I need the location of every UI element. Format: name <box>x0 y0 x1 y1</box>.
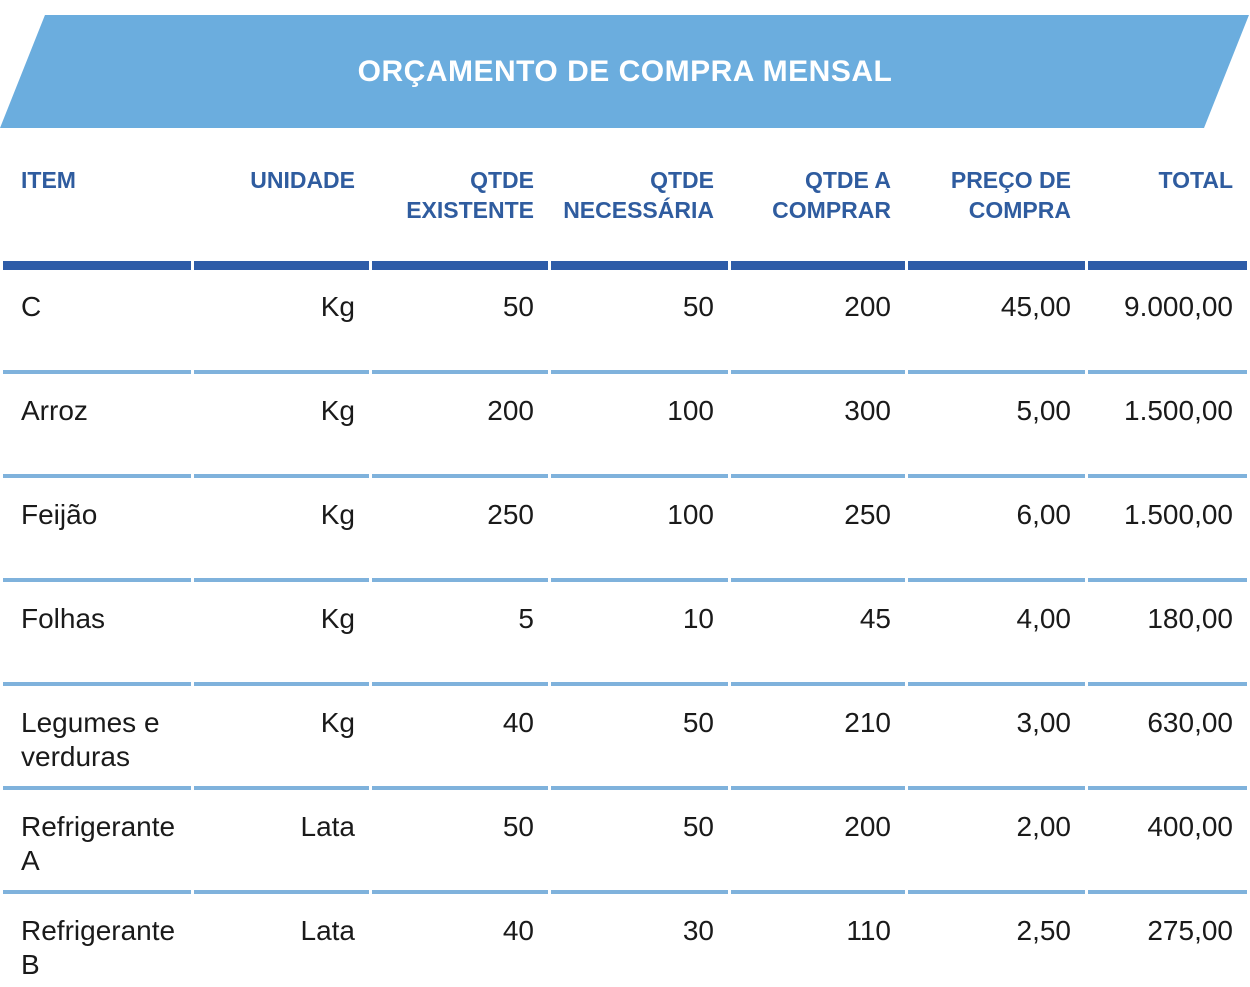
cell-qtde-existente: 50 <box>372 790 548 894</box>
table-row: Folhas Kg 5 10 45 4,00 180,00 <box>3 582 1247 686</box>
column-header-qtde-existente: QTDE EXISTENTE <box>372 128 548 270</box>
table-row: Refrigerante B Lata 40 30 110 2,50 275,00 <box>3 894 1247 987</box>
cell-unidade: Lata <box>194 790 369 894</box>
cell-preco-de-compra: 6,00 <box>908 478 1085 582</box>
cell-total: 630,00 <box>1088 686 1247 790</box>
cell-qtde-a-comprar: 300 <box>731 374 905 478</box>
cell-qtde-a-comprar: 200 <box>731 790 905 894</box>
cell-qtde-existente: 200 <box>372 374 548 478</box>
cell-unidade: Kg <box>194 582 369 686</box>
cell-item: Refrigerante B <box>3 894 191 987</box>
cell-qtde-a-comprar: 200 <box>731 270 905 374</box>
table-row: C Kg 50 50 200 45,00 9.000,00 <box>3 270 1247 374</box>
cell-unidade: Kg <box>194 686 369 790</box>
cell-qtde-necessaria: 100 <box>551 478 728 582</box>
cell-qtde-a-comprar: 45 <box>731 582 905 686</box>
cell-item: Legumes e verduras <box>3 686 191 790</box>
cell-total: 275,00 <box>1088 894 1247 987</box>
cell-preco-de-compra: 45,00 <box>908 270 1085 374</box>
table-body: C Kg 50 50 200 45,00 9.000,00 Arroz Kg 200 100 300 5… <box>3 270 1247 987</box>
cell-qtde-necessaria: 30 <box>551 894 728 987</box>
cell-qtde-existente: 250 <box>372 478 548 582</box>
cell-qtde-necessaria: 50 <box>551 270 728 374</box>
cell-qtde-necessaria: 50 <box>551 790 728 894</box>
cell-total: 180,00 <box>1088 582 1247 686</box>
cell-total: 1.500,00 <box>1088 374 1247 478</box>
cell-qtde-existente: 40 <box>372 894 548 987</box>
table-row: Refrigerante A Lata 50 50 200 2,00 400,00 <box>3 790 1247 894</box>
cell-item: Refrigerante A <box>3 790 191 894</box>
cell-qtde-a-comprar: 110 <box>731 894 905 987</box>
cell-qtde-necessaria: 100 <box>551 374 728 478</box>
cell-qtde-a-comprar: 210 <box>731 686 905 790</box>
cell-unidade: Kg <box>194 374 369 478</box>
cell-unidade: Lata <box>194 894 369 987</box>
cell-qtde-existente: 5 <box>372 582 548 686</box>
column-header-qtde-a-comprar: QTDE A COMPRAR <box>731 128 905 270</box>
cell-qtde-necessaria: 10 <box>551 582 728 686</box>
cell-qtde-necessaria: 50 <box>551 686 728 790</box>
cell-item: Arroz <box>3 374 191 478</box>
cell-total: 1.500,00 <box>1088 478 1247 582</box>
cell-preco-de-compra: 4,00 <box>908 582 1085 686</box>
cell-qtde-existente: 50 <box>372 270 548 374</box>
title-banner: ORÇAMENTO DE COMPRA MENSAL <box>0 0 1250 128</box>
budget-table: ITEM UNIDADE QTDE EXISTENTE QTDE NECESSÁ… <box>0 128 1250 987</box>
cell-item: C <box>3 270 191 374</box>
header-row: ITEM UNIDADE QTDE EXISTENTE QTDE NECESSÁ… <box>3 128 1247 270</box>
cell-preco-de-compra: 5,00 <box>908 374 1085 478</box>
cell-item: Feijão <box>3 478 191 582</box>
cell-preco-de-compra: 2,50 <box>908 894 1085 987</box>
cell-total: 400,00 <box>1088 790 1247 894</box>
column-header-item: ITEM <box>3 128 191 270</box>
table-row: Feijão Kg 250 100 250 6,00 1.500,00 <box>3 478 1247 582</box>
cell-preco-de-compra: 2,00 <box>908 790 1085 894</box>
cell-qtde-existente: 40 <box>372 686 548 790</box>
cell-preco-de-compra: 3,00 <box>908 686 1085 790</box>
column-header-unidade: UNIDADE <box>194 128 369 270</box>
cell-unidade: Kg <box>194 478 369 582</box>
column-header-total: TOTAL <box>1088 128 1247 270</box>
cell-item: Folhas <box>3 582 191 686</box>
column-header-preco-de-compra: PREÇO DE COMPRA <box>908 128 1085 270</box>
page-title: ORÇAMENTO DE COMPRA MENSAL <box>357 54 893 88</box>
cell-qtde-a-comprar: 250 <box>731 478 905 582</box>
table-row: Arroz Kg 200 100 300 5,00 1.500,00 <box>3 374 1247 478</box>
cell-unidade: Kg <box>194 270 369 374</box>
table-header: ITEM UNIDADE QTDE EXISTENTE QTDE NECESSÁ… <box>3 128 1247 270</box>
table-row: Legumes e verduras Kg 40 50 210 3,00 630,00 <box>3 686 1247 790</box>
column-header-qtde-necessaria: QTDE NECESSÁRIA <box>551 128 728 270</box>
cell-total: 9.000,00 <box>1088 270 1247 374</box>
